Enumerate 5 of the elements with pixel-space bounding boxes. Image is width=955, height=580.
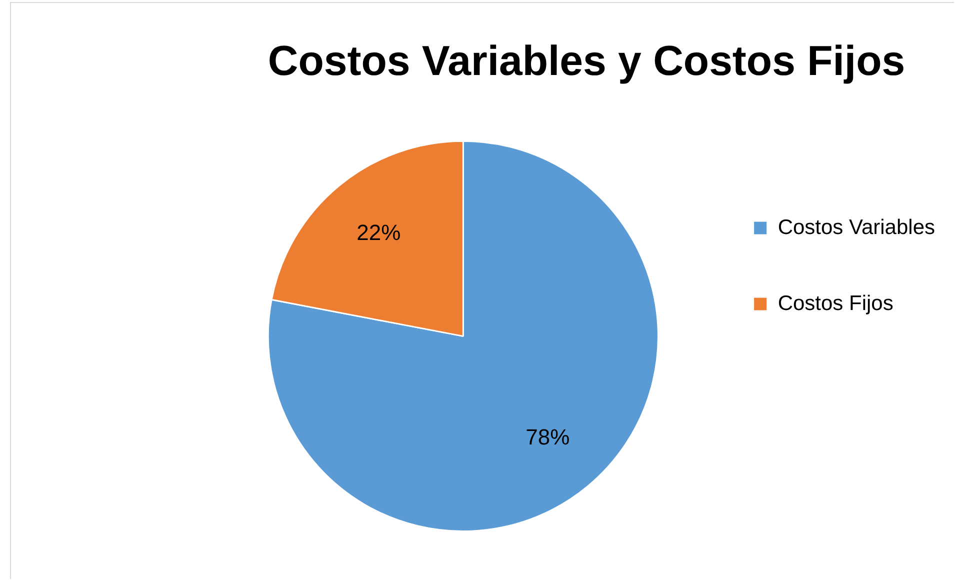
legend-label: Costos Variables xyxy=(778,216,936,239)
data-label: 78% xyxy=(526,424,570,450)
legend-label: Costos Fijos xyxy=(778,292,894,315)
chart-title: Costos Variables y Costos Fijos xyxy=(268,36,906,84)
data-label: 22% xyxy=(356,220,401,246)
